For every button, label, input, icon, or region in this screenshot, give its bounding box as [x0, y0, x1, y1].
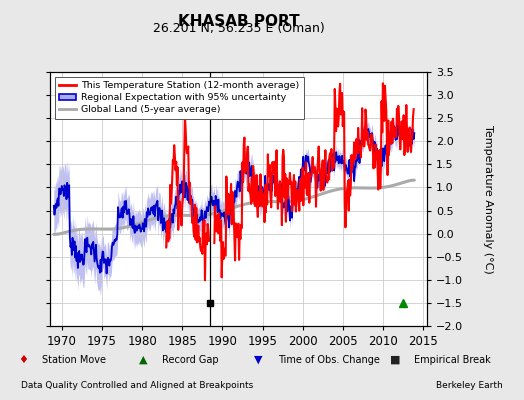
Text: ▼: ▼ [254, 355, 263, 365]
Text: Empirical Break: Empirical Break [414, 355, 490, 365]
Text: KHASAB PORT: KHASAB PORT [178, 14, 299, 29]
Text: ♦: ♦ [18, 355, 28, 365]
Text: ▲: ▲ [139, 355, 147, 365]
Text: Time of Obs. Change: Time of Obs. Change [278, 355, 379, 365]
Text: Data Quality Controlled and Aligned at Breakpoints: Data Quality Controlled and Aligned at B… [21, 381, 253, 390]
Text: Record Gap: Record Gap [162, 355, 219, 365]
Text: 26.201 N, 56.235 E (Oman): 26.201 N, 56.235 E (Oman) [152, 22, 324, 35]
Text: ■: ■ [390, 355, 401, 365]
Text: Berkeley Earth: Berkeley Earth [436, 381, 503, 390]
Legend: This Temperature Station (12-month average), Regional Expectation with 95% uncer: This Temperature Station (12-month avera… [54, 77, 304, 119]
Y-axis label: Temperature Anomaly (°C): Temperature Anomaly (°C) [483, 125, 493, 273]
Text: Station Move: Station Move [42, 355, 106, 365]
